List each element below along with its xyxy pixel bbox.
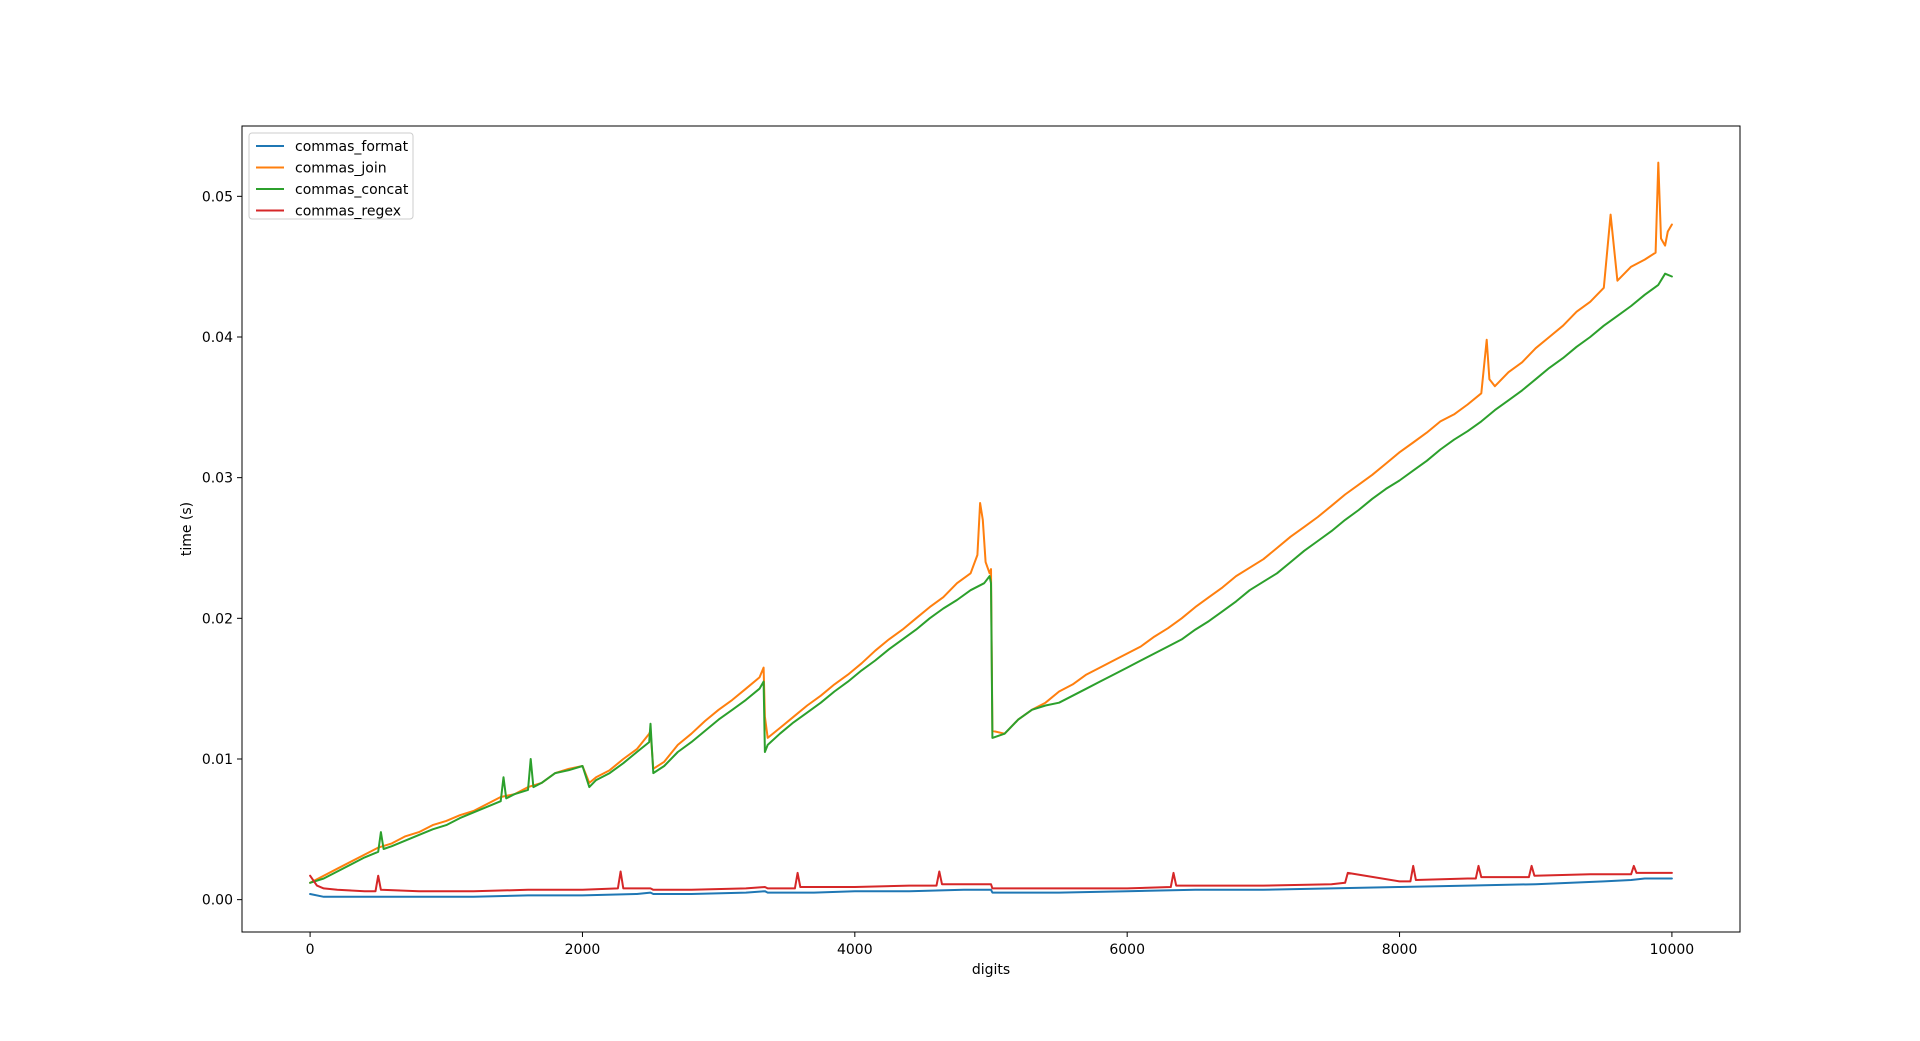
y-axis-label: time (s) (179, 502, 195, 556)
x-tick-label: 8000 (1382, 942, 1418, 958)
y-axis-ticks: 0.00 0.01 0.02 0.03 0.04 0.05 (202, 189, 242, 909)
series-lines (309, 161, 1673, 898)
x-axis-label: digits (972, 962, 1010, 978)
x-axis-ticks: 0 2000 4000 6000 8000 10000 (306, 932, 1695, 958)
legend-label-commas-join: commas_join (295, 161, 387, 177)
y-tick-label: 0.05 (202, 189, 233, 205)
legend-label-commas-format: commas_format (295, 139, 409, 155)
y-tick-label: 0.00 (202, 893, 233, 909)
y-tick-label: 0.02 (202, 611, 233, 627)
legend-label-commas-concat: commas_concat (295, 182, 409, 198)
x-tick-label: 10000 (1650, 942, 1695, 958)
x-tick-label: 0 (306, 942, 315, 958)
series-line-commas-format (309, 877, 1673, 898)
x-tick-label: 2000 (565, 942, 601, 958)
plot-frame (241, 125, 1741, 933)
legend: commas_format commas_join commas_concatcom… (248, 132, 414, 220)
y-tick-label: 0.03 (202, 471, 233, 487)
legend-box (248, 132, 414, 220)
legend-label-commas-regex: commas_regex (295, 204, 401, 220)
series-line-commas-concat (309, 272, 1673, 884)
y-tick-label: 0.01 (202, 752, 233, 768)
x-tick-label: 4000 (837, 942, 873, 958)
x-tick-label: 6000 (1109, 942, 1145, 958)
y-tick-label: 0.04 (202, 330, 233, 346)
series-line-commas-regex (309, 864, 1673, 893)
